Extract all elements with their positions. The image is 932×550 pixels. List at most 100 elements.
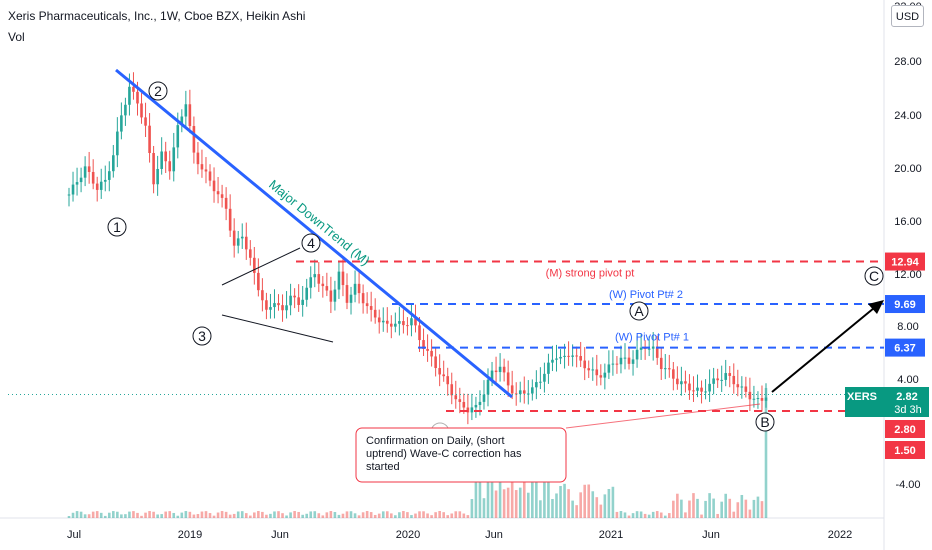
volume-bar [394,515,397,518]
volume-bar [531,480,534,518]
volume-bar [373,514,377,518]
candle-body [680,381,683,385]
volume-bar [212,515,216,518]
candle-body [349,294,353,303]
volume-bar [180,512,184,518]
downtrend-label: Major DownTrend (M) [266,177,373,269]
candle-body [390,323,393,327]
wave-marker-label: C [869,268,879,284]
volume-bar [454,511,458,518]
candle-body [700,387,703,392]
price-label-6-37: 6.37 [894,343,915,355]
candle-body [676,378,679,385]
volume-bar [712,498,715,518]
volume-bar [410,515,413,518]
y-tick-label: -4.00 [895,479,920,491]
volume-bar [518,487,522,518]
volume-bar [514,490,518,518]
candle-body [551,359,554,363]
volume-bar [422,511,425,518]
candle-body [317,274,321,284]
candle-body [140,103,143,118]
volume-bar [510,474,514,518]
volume-bar [526,492,530,518]
volume-bar [522,476,526,518]
volume-bar [583,484,586,518]
volume-bar [490,482,494,518]
wave-marker-label: 1 [113,219,121,235]
candle-body [567,355,570,357]
candle-body [305,287,309,300]
wedge-upper-line [221,247,301,286]
volume-bar [631,513,635,518]
candle-body [398,321,401,324]
volume-bar [188,511,192,518]
volume-bar [647,514,651,518]
callout-box [355,427,567,483]
volume-bar [692,493,695,518]
candle-body [373,309,377,318]
candle-body [103,179,107,182]
candle-body [607,364,611,373]
candle-body [112,155,115,172]
candle-body [696,387,699,391]
volume-bar [450,513,454,518]
volume-bar [672,500,675,518]
candle-body [426,348,429,351]
volume-bar [498,476,502,518]
volume-bar [269,513,272,518]
candle-body [265,300,268,310]
candle-body [740,386,744,388]
candle-body [575,355,578,357]
volume-bar [611,486,615,518]
volume-bar [470,499,474,518]
candle-body [603,372,607,378]
wave-marker-label: 3 [198,328,206,344]
candle-body [490,370,494,380]
volume-bar [208,513,212,518]
volume-bar [466,515,470,518]
projection-arrow [771,307,875,393]
candle-body [587,368,591,371]
volume-bar [365,511,369,518]
currency-button[interactable]: USD [891,5,924,27]
volume-bar [744,499,748,518]
volume-bar [200,511,204,518]
candle-body [547,362,550,374]
volume-bar [160,514,163,518]
candle-body [124,104,127,116]
candle-body [132,86,135,92]
candle-body [454,395,458,400]
volume-bar [249,515,252,518]
volume-bar [635,511,639,518]
candle-body [639,347,643,350]
volume-bar [91,511,95,518]
candle-body [406,325,409,327]
candle-body [148,125,151,153]
candle-body [692,390,695,392]
volume-bar [325,512,329,518]
candle-body [75,182,79,185]
candle-body [236,238,240,246]
candle-body [555,358,558,360]
projection-arrowhead [868,300,884,314]
candle-body [224,197,228,209]
callout-text: started [366,461,400,473]
candle-body [466,407,470,413]
candle-body [498,366,502,373]
candle-body [684,381,687,384]
volume-bar [704,500,707,518]
wave-marker-label: 2 [154,83,162,99]
candle-body [478,401,482,405]
volume-bar [571,500,574,518]
candle-body [434,356,437,369]
candle-body [273,303,276,308]
candle-body [663,368,667,370]
candle-body [361,293,365,304]
volume-bar [112,511,115,518]
candle-body [627,357,631,364]
candle-body [297,297,300,305]
volume-bar [277,511,280,518]
volume-bar [313,511,317,518]
